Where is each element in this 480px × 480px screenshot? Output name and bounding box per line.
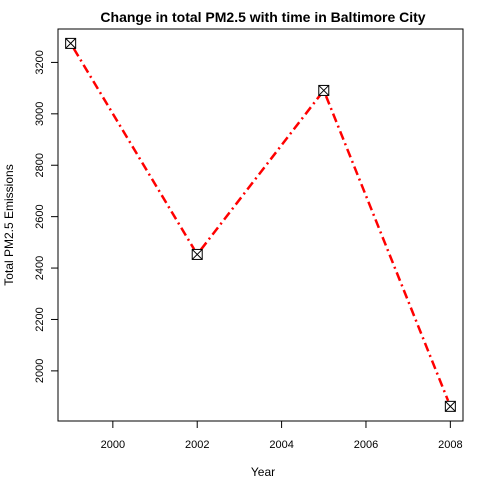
y-axis-label: Total PM2.5 Emissions <box>2 164 16 285</box>
y-tick-label: 2000 <box>34 359 46 383</box>
series-layer <box>72 47 450 402</box>
x-tick-label: 2004 <box>269 439 293 451</box>
x-axis: 2000 2002 2004 2006 2008 <box>101 420 463 451</box>
chart-title: Change in total PM2.5 with time in Balti… <box>100 9 425 25</box>
plot-frame <box>57 28 464 422</box>
y-tick-label: 2600 <box>34 204 46 228</box>
data-point-marker <box>444 400 456 412</box>
y-tick-label: 2800 <box>34 153 46 177</box>
data-point-marker <box>191 248 203 260</box>
y-tick-label: 3200 <box>34 50 46 74</box>
x-tick-label: 2006 <box>354 439 378 451</box>
x-tick-label: 2002 <box>185 439 209 451</box>
series-line-segment <box>72 47 196 250</box>
x-tick-label: 2008 <box>438 439 462 451</box>
y-tick-label: 2200 <box>34 307 46 331</box>
y-tick-label: 2400 <box>34 256 46 280</box>
y-tick-label: 3000 <box>34 102 46 126</box>
y-axis: 2000 2200 2400 2600 2800 3000 3200 <box>34 50 59 383</box>
series-line-segment <box>199 94 322 251</box>
data-point-marker <box>318 84 330 96</box>
marker-layer <box>65 37 456 412</box>
x-axis-label: Year <box>251 465 275 479</box>
data-point-marker <box>65 37 77 49</box>
x-tick-label: 2000 <box>101 439 125 451</box>
series-line-segment <box>324 95 450 402</box>
